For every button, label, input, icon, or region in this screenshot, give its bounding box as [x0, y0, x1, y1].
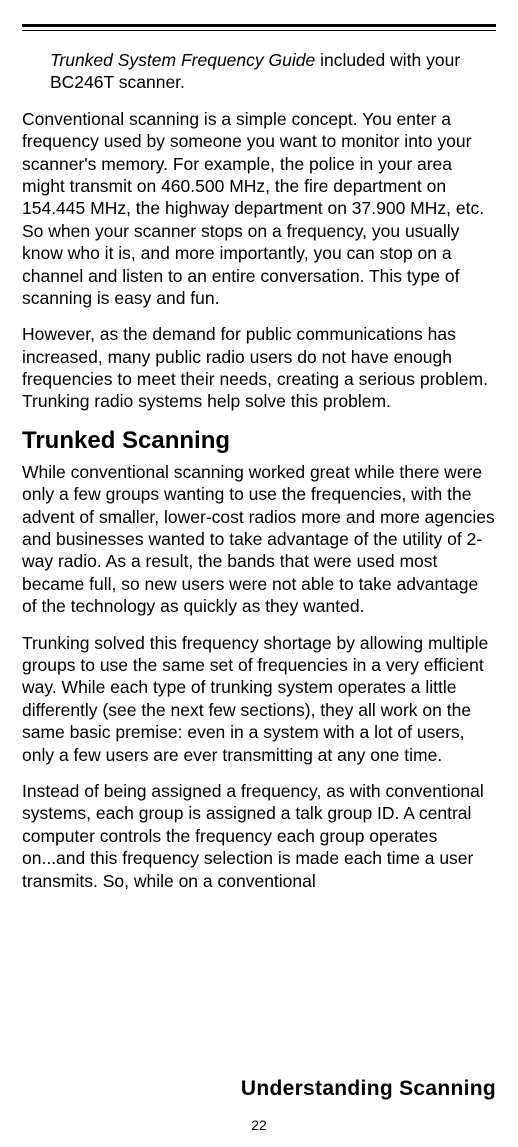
- footer-chapter-title: Understanding Scanning: [241, 1077, 496, 1101]
- paragraph-trunking-solved: Trunking solved this frequency shortage …: [22, 632, 496, 766]
- guide-title-italic: Trunked System Frequency Guide: [50, 50, 315, 70]
- rule-thin: [22, 30, 496, 31]
- paragraph-trunked-intro: While conventional scanning worked great…: [22, 461, 496, 618]
- continuation-paragraph: Trunked System Frequency Guide included …: [22, 49, 496, 94]
- page-number: 22: [251, 1117, 267, 1133]
- paragraph-conventional-scanning: Conventional scanning is a simple concep…: [22, 108, 496, 310]
- rule-thick: [22, 24, 496, 27]
- paragraph-talk-group: Instead of being assigned a frequency, a…: [22, 780, 496, 892]
- heading-trunked-scanning: Trunked Scanning: [22, 427, 496, 455]
- paragraph-demand-increase: However, as the demand for public commun…: [22, 323, 496, 413]
